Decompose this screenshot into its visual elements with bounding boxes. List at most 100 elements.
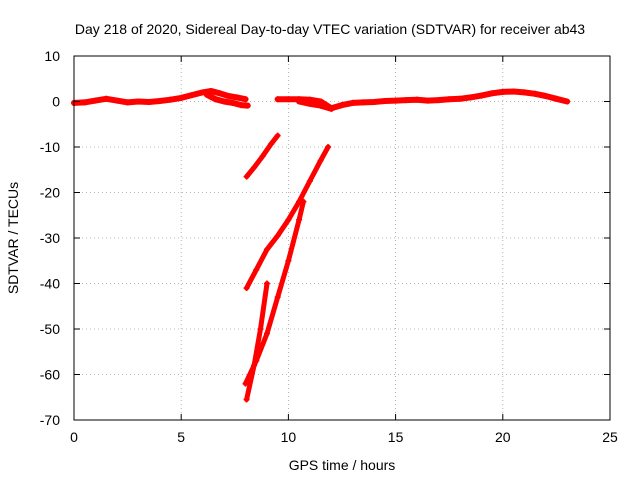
data-point xyxy=(285,257,292,264)
data-point xyxy=(456,95,463,102)
x-tick-label: 25 xyxy=(602,429,618,445)
data-point xyxy=(296,98,303,105)
data-point xyxy=(274,132,281,139)
y-tick-label: -20 xyxy=(40,185,60,201)
data-point xyxy=(259,153,266,160)
data-point xyxy=(435,97,442,104)
data-point xyxy=(216,90,223,97)
y-tick-labels: 10 0 -10 -20 -30 -40 -50 -60 -70 xyxy=(40,48,60,428)
data-point xyxy=(564,98,571,105)
data-point xyxy=(243,285,250,292)
data-point xyxy=(274,96,281,103)
data-point xyxy=(317,157,324,164)
y-tick-label: -50 xyxy=(40,321,60,337)
data-point xyxy=(300,198,307,205)
data-point xyxy=(257,326,264,332)
data-point xyxy=(199,89,206,96)
data-point xyxy=(225,93,232,100)
data-point xyxy=(263,280,270,287)
data-point xyxy=(446,96,453,103)
data-point xyxy=(167,96,174,103)
data-point xyxy=(233,94,240,101)
data-point xyxy=(244,102,251,109)
data-point xyxy=(208,88,215,95)
data-point xyxy=(285,216,292,223)
data-point xyxy=(274,232,281,239)
data-point xyxy=(253,266,260,273)
series-track-b xyxy=(243,144,332,292)
data-point xyxy=(306,100,313,107)
data-point xyxy=(124,99,131,106)
data-point xyxy=(360,99,367,106)
data-point xyxy=(92,97,99,104)
data-point xyxy=(499,88,506,95)
x-tick-label: 0 xyxy=(70,429,78,445)
x-tick-labels: 0 5 10 15 20 25 xyxy=(70,429,618,445)
data-point xyxy=(553,95,560,102)
data-point xyxy=(81,99,88,106)
data-point xyxy=(489,90,496,97)
series-line xyxy=(244,281,270,402)
data-point xyxy=(542,93,549,100)
data-point xyxy=(135,98,142,105)
data-point xyxy=(478,92,485,99)
data-point xyxy=(317,102,324,109)
series-track-a xyxy=(243,132,281,180)
data-point xyxy=(339,102,345,109)
data-point xyxy=(414,96,421,103)
series-baseline-late-lower xyxy=(296,98,335,112)
data-point xyxy=(203,91,210,98)
data-point xyxy=(229,99,236,106)
data-point xyxy=(392,97,399,104)
data-point xyxy=(212,96,219,103)
grid xyxy=(74,56,610,420)
ticks xyxy=(73,55,611,421)
data-point xyxy=(268,140,275,147)
data-point xyxy=(242,380,249,387)
y-tick-label: -70 xyxy=(40,412,60,428)
y-tick-label: 0 xyxy=(52,94,60,110)
data-point xyxy=(113,97,120,104)
data-point xyxy=(424,97,431,104)
y-axis-title: SDTVAR / TECUs xyxy=(5,182,21,294)
data-point xyxy=(371,98,378,105)
data-point xyxy=(521,89,528,96)
data-point xyxy=(221,98,228,105)
data-point xyxy=(325,144,332,150)
data-point xyxy=(510,88,517,95)
data-point xyxy=(274,294,281,301)
data-point xyxy=(467,94,474,101)
data-point xyxy=(243,396,250,403)
series-layer xyxy=(71,88,571,403)
data-point xyxy=(263,246,270,253)
data-point xyxy=(238,102,245,109)
chart-title: Day 218 of 2020, Sidereal Day-to-day VTE… xyxy=(75,21,585,37)
data-point xyxy=(328,105,335,112)
x-tick-label: 15 xyxy=(388,429,404,445)
data-point xyxy=(403,97,410,104)
data-point xyxy=(531,90,538,97)
series-line xyxy=(296,98,335,112)
data-point xyxy=(242,96,249,103)
data-point xyxy=(349,99,356,106)
data-point xyxy=(285,96,292,103)
x-tick-label: 20 xyxy=(495,429,511,445)
series-track-c xyxy=(242,198,307,387)
data-point xyxy=(156,98,163,105)
x-axis-title: GPS time / hours xyxy=(289,457,396,473)
data-point xyxy=(103,95,110,102)
data-point xyxy=(263,330,270,337)
data-point xyxy=(381,98,388,105)
series-baseline-early-lower xyxy=(203,91,251,109)
y-tick-label: -40 xyxy=(40,276,60,292)
data-point xyxy=(251,362,258,369)
x-tick-label: 10 xyxy=(281,429,297,445)
data-point xyxy=(306,178,313,185)
y-tick-label: -60 xyxy=(40,367,60,383)
data-point xyxy=(296,216,303,223)
data-point xyxy=(243,173,250,180)
y-tick-label: -30 xyxy=(40,230,60,246)
data-point xyxy=(146,98,153,105)
